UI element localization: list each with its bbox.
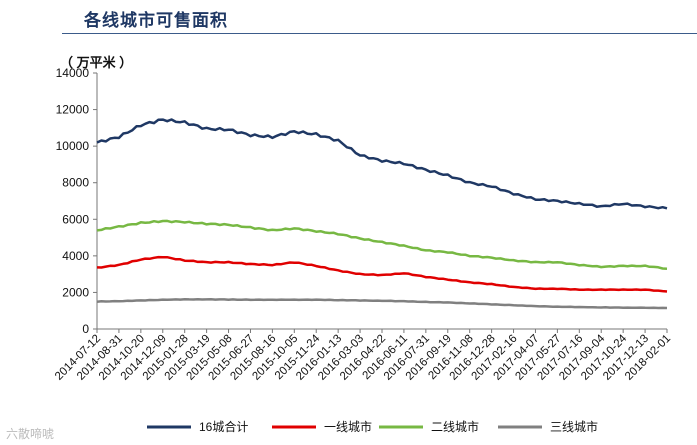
chart-series [96, 118, 668, 310]
legend-label: 一线城市 [324, 419, 372, 434]
series-line-3 [96, 219, 668, 270]
header: 各线城市可售面积 [0, 0, 697, 36]
y-tick-label: 12000 [56, 103, 90, 117]
legend-label: 三线城市 [550, 419, 598, 434]
series-line-2 [96, 255, 668, 293]
page-title: 各线城市可售面积 [84, 11, 228, 30]
legend-label: 16城合计 [199, 419, 248, 434]
y-tick-label: 4000 [62, 249, 89, 263]
title-divider [62, 33, 697, 34]
watermark-text: 六散啼唬 [6, 427, 55, 441]
chart-axes: 020004000600080001000012000140002014-07-… [53, 66, 673, 383]
legend-label: 二线城市 [431, 419, 479, 434]
y-tick-label: 10000 [56, 139, 90, 153]
chart-legend: 16城合计 一线城市 二线城市 三线城市 [147, 419, 598, 434]
series-line-1 [96, 118, 668, 210]
y-tick-label: 0 [82, 322, 89, 336]
y-tick-label: 6000 [62, 212, 89, 226]
y-axis-unit-label: （ 万平米 ） [60, 55, 133, 70]
y-tick-label: 2000 [62, 285, 89, 299]
series-line-4 [96, 297, 668, 310]
y-tick-label: 8000 [62, 176, 89, 190]
y-tick-label: 14000 [56, 66, 90, 80]
